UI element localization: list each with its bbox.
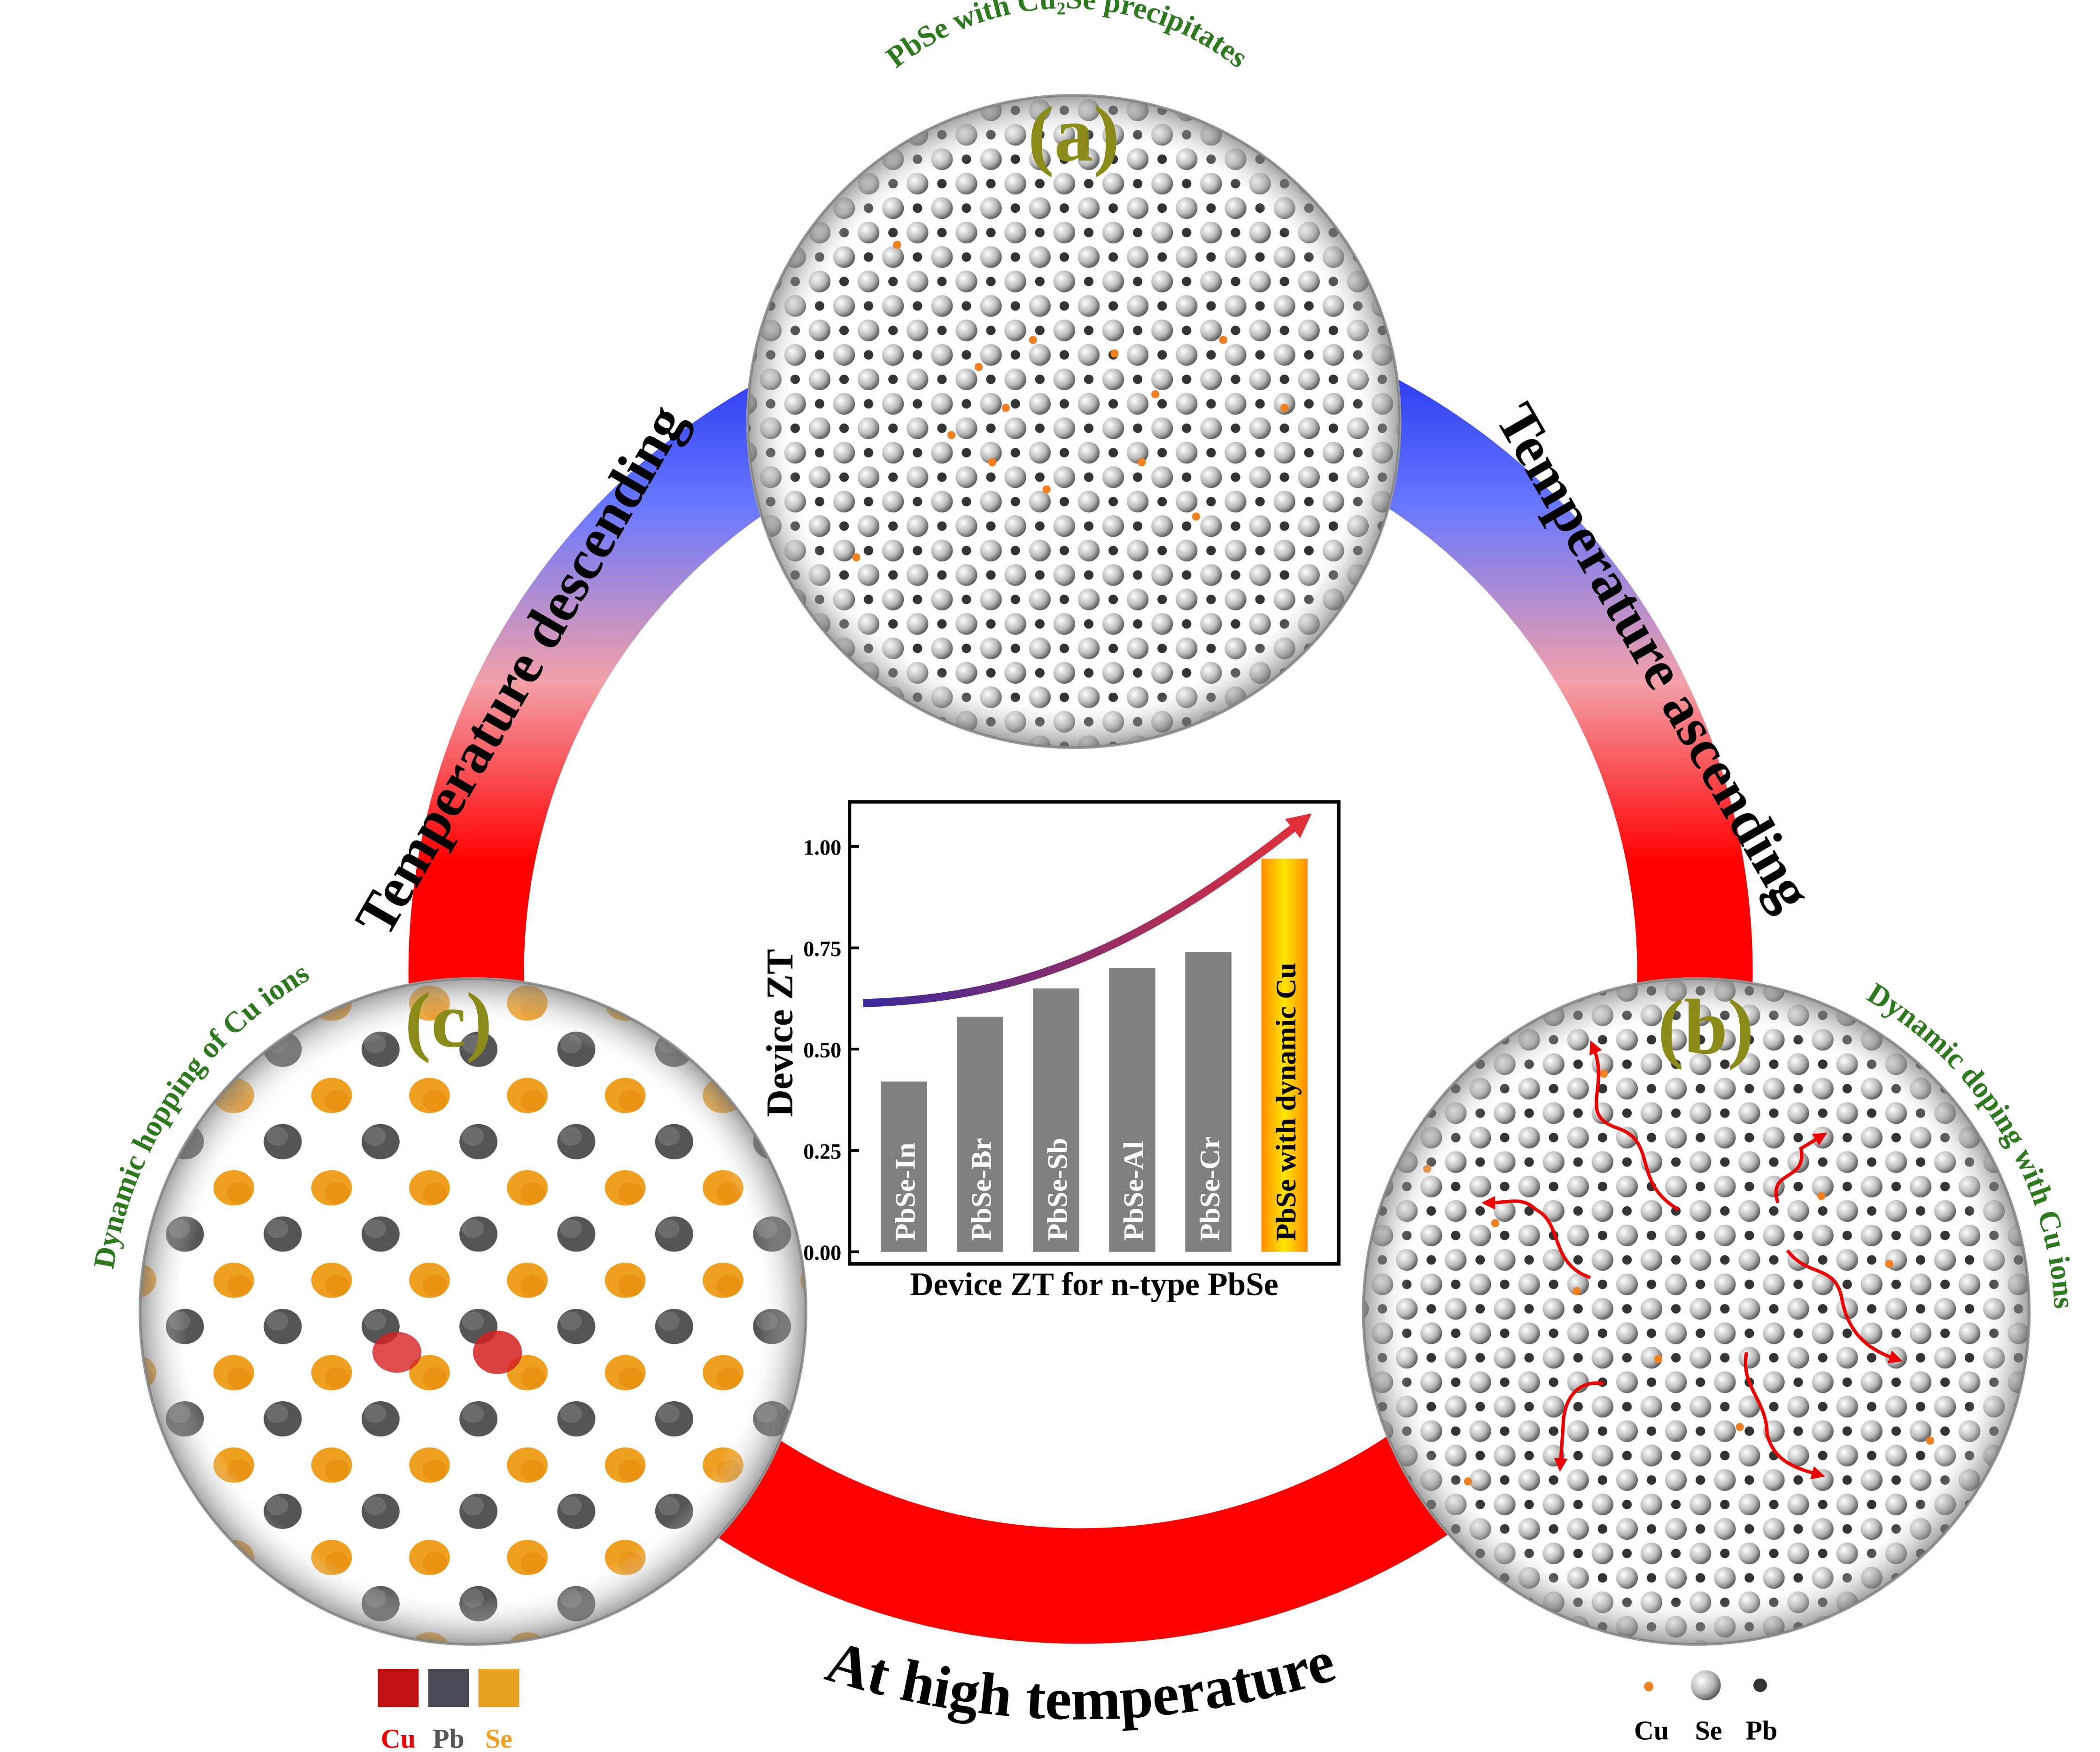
bar-category-label: PbSe-Al bbox=[1118, 1141, 1150, 1241]
legend-dot-se bbox=[1690, 1670, 1721, 1700]
y-tick-label: 1.00 bbox=[803, 836, 841, 860]
y-axis-label: Device ZT bbox=[759, 949, 801, 1117]
inset-chart: Device ZT Device ZT for n-type PbSe 0.00… bbox=[759, 800, 1341, 1303]
bar bbox=[957, 1017, 1003, 1252]
legend-b-se: Se bbox=[1695, 1715, 1722, 1746]
bar-category-label: PbSe-In bbox=[890, 1142, 922, 1241]
panel-a-rim bbox=[747, 95, 1400, 748]
legend-swatch-pb bbox=[428, 1669, 469, 1707]
legend-b-cu: Cu bbox=[1634, 1715, 1669, 1746]
legend-swatch-se bbox=[478, 1669, 519, 1707]
panel-a-caption-path: PbSe with Cu₂Se precipitates bbox=[880, 0, 1255, 74]
bar bbox=[1261, 858, 1308, 1252]
bar-category-label: PbSe with dynamic Cu bbox=[1271, 963, 1302, 1241]
legend-dot-pb bbox=[1753, 1678, 1767, 1692]
bar-category-label: PbSe-Br bbox=[966, 1138, 998, 1241]
panel-c-label: (c) bbox=[405, 977, 492, 1064]
plot-frame bbox=[848, 800, 1341, 1266]
y-tick-label: 0.25 bbox=[803, 1140, 841, 1164]
bar-category-label: PbSe-Sb bbox=[1042, 1138, 1074, 1241]
legend-dot-cu bbox=[1644, 1682, 1654, 1691]
y-tick-label: 0.50 bbox=[803, 1039, 841, 1063]
legend-c-cu: Cu bbox=[381, 1723, 416, 1752]
cu-precipitates bbox=[852, 240, 1289, 562]
legend-swatch-cu bbox=[378, 1669, 419, 1707]
legend-b-pb: Pb bbox=[1746, 1715, 1778, 1746]
panel-c-rim bbox=[140, 978, 806, 1644]
bar bbox=[1185, 952, 1232, 1252]
trend-arrow bbox=[863, 813, 1312, 1007]
bar bbox=[881, 1081, 927, 1252]
panel-b: (b) Dynamic doping with Cu ions Cu Se Pb bbox=[1362, 976, 2081, 1746]
x-axis-label: Device ZT for n-type PbSe bbox=[910, 1266, 1278, 1303]
legend-c-pb: Pb bbox=[433, 1723, 465, 1752]
y-tick-label: 0.00 bbox=[803, 1241, 841, 1265]
legend-c-se: Se bbox=[485, 1723, 512, 1752]
panel-a: (a) PbSe with Cu₂Se precipitates bbox=[746, 0, 1402, 749]
panel-b-label: (b) bbox=[1658, 983, 1754, 1071]
bar bbox=[1109, 968, 1155, 1252]
bar bbox=[1033, 988, 1079, 1252]
panel-a-label: (a) bbox=[1028, 91, 1120, 178]
panel-c: (c) Dynamic hopping of Cu ions Cu Pb Se bbox=[87, 956, 807, 1752]
panel-b-rim bbox=[1363, 978, 2030, 1644]
bar-category-label: PbSe-Cr bbox=[1194, 1136, 1226, 1241]
y-tick-label: 0.75 bbox=[803, 937, 841, 961]
panel-a-caption: PbSe with Cu₂Se precipitates bbox=[880, 0, 1255, 74]
